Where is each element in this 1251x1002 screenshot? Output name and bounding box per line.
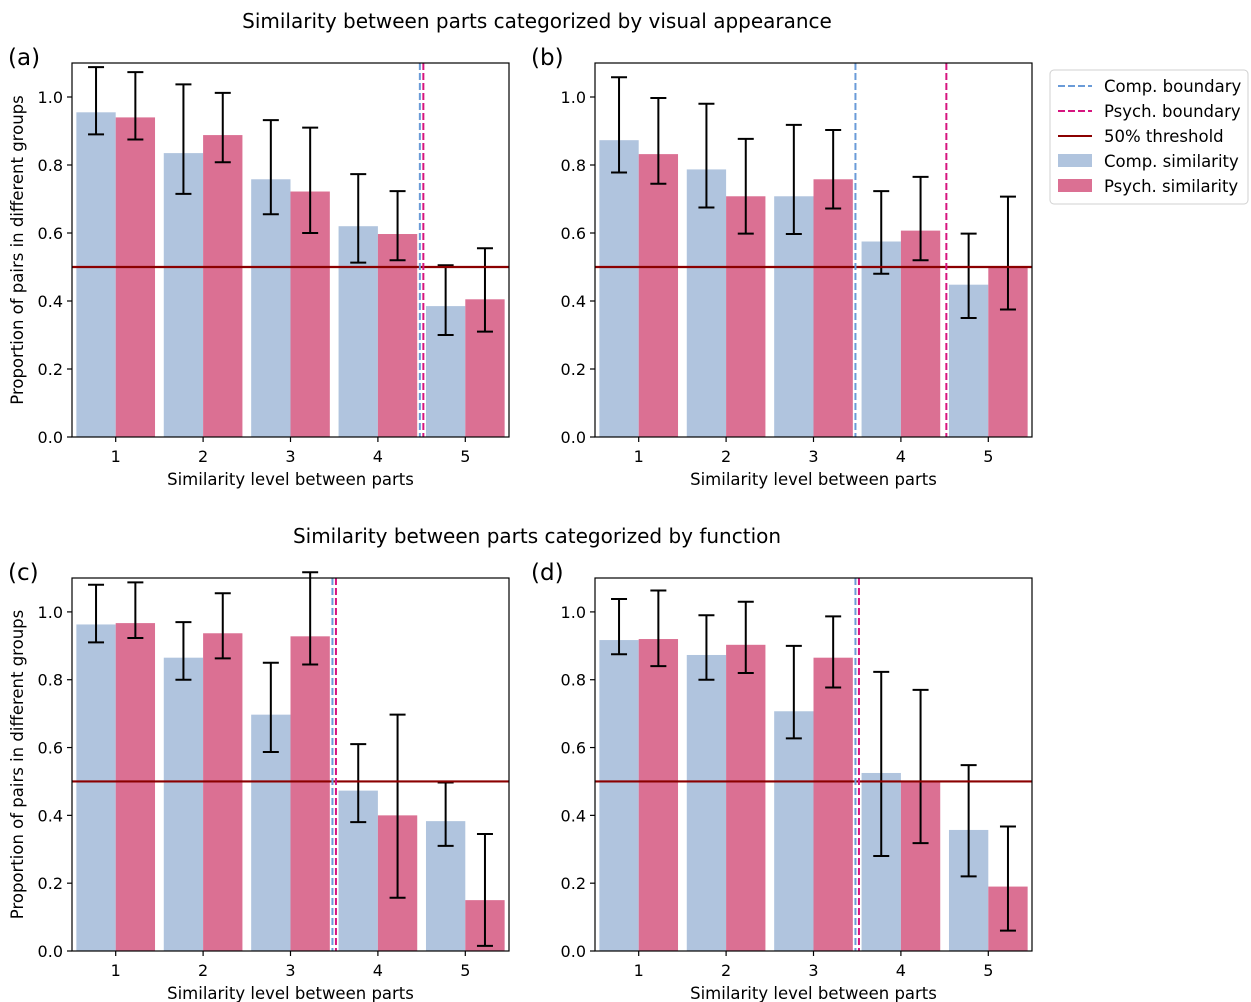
- x-tick-label: 4: [373, 961, 383, 980]
- bar-comp-3: [774, 711, 814, 951]
- x-tick-label: 5: [983, 447, 993, 466]
- x-tick-label: 4: [896, 447, 906, 466]
- y-tick-label: 0.6: [561, 739, 586, 758]
- x-tick-label: 3: [285, 961, 295, 980]
- y-tick-label: 1.0: [561, 88, 586, 107]
- y-tick-label: 0.6: [561, 224, 586, 243]
- bar-psych-4: [900, 230, 941, 437]
- x-tick-label: 5: [983, 961, 993, 980]
- bar-psych-1: [115, 623, 156, 951]
- bar-comp-1: [599, 640, 639, 951]
- bar-comp-2: [163, 153, 204, 437]
- x-tick-label: 1: [634, 961, 644, 980]
- y-tick-label: 1.0: [38, 603, 63, 622]
- y-tick-label: 0.2: [38, 874, 63, 893]
- panel-d: 1 2 3 4 5 0.0 0.2 0.4 0.6 0.8 1.0 Similarity level …: [531, 560, 1033, 1002]
- bar-comp-2: [686, 654, 727, 951]
- y-tick-label: 0.0: [38, 942, 63, 961]
- y-tick-label: 0.6: [38, 739, 63, 758]
- x-tick-label: 5: [460, 961, 470, 980]
- y-tick-label: 0.4: [38, 806, 63, 825]
- y-axis-label: Proportion of pairs in different groups: [8, 95, 27, 404]
- y-tick-label: 0.4: [561, 806, 586, 825]
- y-tick-label: 0.4: [561, 292, 586, 311]
- x-tick-label: 2: [198, 447, 208, 466]
- bar-psych-3: [290, 636, 330, 951]
- legend-label-psych-boundary: Psych. boundary: [1104, 102, 1241, 121]
- y-tick-label: 0.0: [561, 428, 586, 447]
- title-function: Similarity between parts categorized by …: [293, 524, 781, 548]
- bar-comp-3: [251, 714, 291, 951]
- bar-psych-2: [203, 633, 243, 951]
- bar-psych-4: [377, 234, 418, 437]
- x-axis-label: Similarity level between parts: [167, 470, 414, 489]
- bar-comp-3: [251, 179, 291, 437]
- y-tick-label: 0.8: [561, 156, 586, 175]
- x-tick-label: 1: [634, 447, 644, 466]
- bar-psych-2: [726, 196, 766, 437]
- y-tick-label: 0.8: [38, 671, 63, 690]
- panel-label: (d): [531, 560, 564, 586]
- legend-label-psych-similarity: Psych. similarity: [1104, 177, 1238, 196]
- bar-psych-1: [115, 117, 156, 438]
- panel-b: 1 2 3 4 5 0.0 0.2 0.4 0.6 0.8 1.0 Similarity level …: [531, 45, 1033, 489]
- y-tick-label: 0.8: [561, 671, 586, 690]
- x-tick-label: 3: [285, 447, 295, 466]
- x-tick-label: 1: [111, 447, 121, 466]
- legend-swatch-comp-similarity: [1058, 154, 1092, 167]
- bar-comp-1: [76, 624, 116, 951]
- x-tick-label: 3: [808, 447, 818, 466]
- panel-label: (a): [8, 45, 40, 71]
- y-tick-label: 1.0: [38, 88, 63, 107]
- bar-psych-3: [813, 657, 853, 951]
- legend-label-comp-boundary: Comp. boundary: [1104, 77, 1242, 96]
- bar-psych-3: [813, 179, 853, 437]
- x-tick-label: 5: [460, 447, 470, 466]
- y-tick-label: 0.2: [561, 360, 586, 379]
- y-tick-label: 1.0: [561, 603, 586, 622]
- panel-label: (c): [8, 560, 39, 586]
- bar-comp-1: [76, 112, 116, 438]
- panel-c: 1 2 3 4 5 0.0 0.2 0.4 0.6 0.8 1.0 Similarity level …: [8, 560, 510, 1002]
- y-tick-label: 0.0: [561, 942, 586, 961]
- x-tick-label: 2: [198, 961, 208, 980]
- bar-comp-2: [163, 657, 204, 951]
- x-axis-label: Similarity level between parts: [690, 470, 937, 489]
- x-tick-label: 4: [373, 447, 383, 466]
- bar-comp-2: [686, 169, 727, 438]
- x-axis-label: Similarity level between parts: [167, 984, 414, 1002]
- y-tick-label: 0.2: [38, 360, 63, 379]
- y-tick-label: 0.0: [38, 428, 63, 447]
- bar-comp-3: [774, 196, 814, 437]
- x-axis-label: Similarity level between parts: [690, 984, 937, 1002]
- y-tick-label: 0.6: [38, 224, 63, 243]
- legend-label-comp-similarity: Comp. similarity: [1104, 152, 1239, 171]
- x-tick-label: 1: [111, 961, 121, 980]
- legend-swatch-psych-similarity: [1058, 179, 1092, 192]
- legend: Comp. boundary Psych. boundary 50% thresho…: [1049, 69, 1249, 205]
- legend-frame: [1049, 69, 1249, 205]
- bar-comp-1: [599, 140, 639, 437]
- y-tick-label: 0.2: [561, 874, 586, 893]
- y-tick-label: 0.4: [38, 292, 63, 311]
- bar-psych-2: [726, 644, 766, 951]
- panel-label: (b): [531, 45, 564, 71]
- x-tick-label: 3: [808, 961, 818, 980]
- x-tick-label: 4: [896, 961, 906, 980]
- x-tick-label: 2: [721, 447, 731, 466]
- x-tick-label: 2: [721, 961, 731, 980]
- panel-a: 1 2 3 4 5 0.0 0.2 0.4 0.6 0.8 1.0 Similarity level …: [8, 45, 510, 489]
- bar-psych-2: [203, 135, 243, 437]
- legend-label-50-threshold: 50% threshold: [1104, 127, 1224, 146]
- y-tick-label: 0.8: [38, 156, 63, 175]
- title-visual-appearance: Similarity between parts categorized by …: [242, 9, 832, 33]
- bar-psych-1: [638, 154, 679, 437]
- bar-psych-1: [638, 639, 679, 951]
- y-axis-label: Proportion of pairs in different groups: [8, 610, 27, 919]
